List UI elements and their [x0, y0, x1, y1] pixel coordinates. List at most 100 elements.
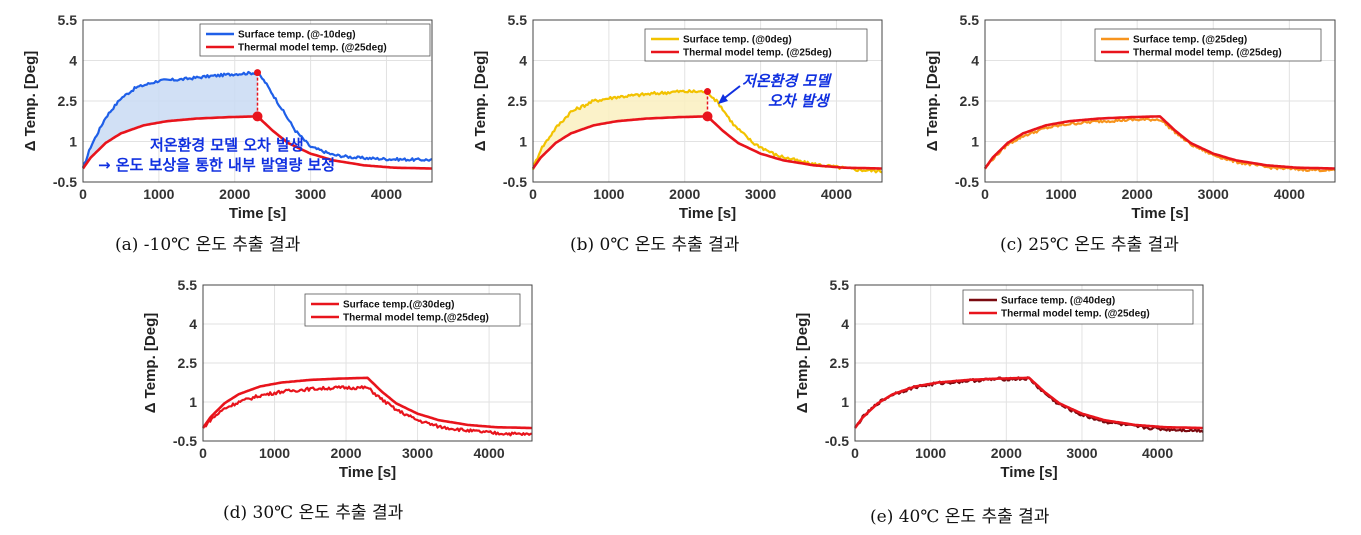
x-tick-label: 4000	[1274, 186, 1305, 202]
y-axis-label: Δ Temp. [Deg]	[472, 51, 489, 152]
x-tick-label: 4000	[821, 186, 852, 202]
x-tick-label: 2000	[991, 445, 1022, 461]
axes-box	[202, 284, 533, 442]
annotation-a-line1: 저온환경 모델 오차 발생	[150, 136, 304, 154]
series-line-surface	[984, 117, 1336, 173]
chart-panel-a: 0 1000 2000 3000 4000 -0.5 1 2.5 4 5.5 Time [s] Δ T…	[22, 12, 433, 222]
x-axis-label: Time [s]	[1000, 464, 1057, 481]
x-axis-label: Time [s]	[679, 205, 736, 222]
legend-box	[199, 23, 431, 57]
error-point-marker	[252, 111, 263, 122]
x-tick-label: 2000	[219, 186, 250, 202]
series-line-model	[201, 376, 532, 430]
x-tick-label: 2000	[1122, 186, 1153, 202]
legend: Surface temp. (@25deg) Thermal model temp…	[1094, 28, 1322, 62]
x-tick-label: 0	[851, 445, 859, 461]
legend-label: Surface temp. (@-10deg)	[238, 30, 356, 41]
x-tick-label: 4000	[371, 186, 402, 202]
y-tick-label: 4	[519, 53, 527, 69]
x-tick-label: 0	[529, 186, 537, 202]
y-axis-label: Δ Temp. [Deg]	[142, 313, 159, 414]
x-tick-label: 0	[79, 186, 87, 202]
legend-label: Thermal model temp. (@25deg)	[1001, 309, 1150, 320]
x-tick-label: 4000	[474, 445, 505, 461]
y-tick-label: 2.5	[58, 93, 78, 109]
x-tick-label: 0	[199, 445, 207, 461]
y-tick-label: -0.5	[503, 174, 527, 190]
legend-label: Thermal model temp. (@25deg)	[238, 43, 387, 54]
error-shade-area	[533, 91, 708, 169]
x-axis-label: Time [s]	[339, 464, 396, 481]
legend-label: Surface temp. (@25deg)	[1133, 35, 1247, 46]
error-point-marker	[702, 111, 713, 122]
annotation-b-line1: 저온환경 모델	[742, 72, 832, 90]
chart-panel-b: 0 1000 2000 3000 4000 -0.5 1 2.5 4 5.5 Time [s] Δ T…	[472, 12, 883, 222]
legend-box	[962, 289, 1194, 325]
x-tick-label: 1000	[915, 445, 946, 461]
caption-c: (c) 25℃ 온도 추출 결과	[1000, 235, 1179, 255]
series-line-model	[983, 115, 1335, 170]
chart-panel-e: 0 1000 2000 3000 4000 -0.5 1 2.5 4 5.5 Time [s] Δ T…	[794, 277, 1204, 481]
chart-panel-d: 0 1000 2000 3000 4000 -0.5 1 2.5 4 5.5 Time [s] Δ T…	[142, 277, 533, 481]
legend-label: Thermal model temp. (@25deg)	[1133, 48, 1282, 59]
legend: Surface temp. (@40deg) Thermal model temp…	[962, 289, 1194, 325]
y-tick-label: 4	[841, 316, 849, 332]
y-tick-label: 2.5	[178, 355, 198, 371]
legend-box	[304, 293, 521, 327]
x-tick-label: 3000	[1198, 186, 1229, 202]
y-tick-label: -0.5	[53, 174, 77, 190]
y-tick-label: 1	[69, 134, 77, 150]
y-tick-label: 5.5	[960, 12, 980, 28]
legend: Surface temp. (@-10deg) Thermal model tem…	[199, 23, 431, 57]
y-tick-label: 1	[841, 394, 849, 410]
x-tick-label: 1000	[259, 445, 290, 461]
y-tick-label: 5.5	[178, 277, 198, 293]
legend-label: Thermal model temp. (@25deg)	[683, 48, 832, 59]
y-tick-label: 5.5	[58, 12, 78, 28]
y-tick-label: 5.5	[508, 12, 528, 28]
legend-label: Surface temp. (@0deg)	[683, 35, 792, 46]
x-tick-label: 4000	[1142, 445, 1173, 461]
x-tick-label: 0	[981, 186, 989, 202]
x-tick-label: 1000	[593, 186, 624, 202]
x-tick-label: 3000	[402, 445, 433, 461]
legend-box	[1094, 28, 1322, 62]
y-tick-label: 2.5	[830, 355, 850, 371]
y-tick-label: 1	[519, 134, 527, 150]
y-tick-label: 5.5	[830, 277, 850, 293]
y-tick-label: 4	[69, 53, 77, 69]
x-tick-label: 1000	[143, 186, 174, 202]
caption-a: (a) -10℃ 온도 추출 결과	[115, 235, 301, 255]
legend: Surface temp.(@30deg) Thermal model temp.…	[304, 293, 521, 327]
x-tick-label: 3000	[745, 186, 776, 202]
x-tick-label: 2000	[669, 186, 700, 202]
x-tick-label: 2000	[330, 445, 361, 461]
caption-b: (b) 0℃ 온도 추출 결과	[570, 235, 740, 255]
annotation-a-line2: → 온도 보상을 통한 내부 발열량 보정	[98, 156, 335, 174]
caption-d: (d) 30℃ 온도 추출 결과	[223, 503, 404, 523]
y-axis-label: Δ Temp. [Deg]	[924, 51, 941, 152]
axes-box	[82, 19, 433, 183]
y-tick-label: -0.5	[955, 174, 979, 190]
y-tick-label: -0.5	[825, 433, 849, 449]
chart-panel-c: 0 1000 2000 3000 4000 -0.5 1 2.5 4 5.5 Time [s] Δ T…	[924, 12, 1336, 222]
x-tick-label: 3000	[1066, 445, 1097, 461]
legend-label: Surface temp. (@40deg)	[1001, 296, 1115, 307]
x-axis-label: Time [s]	[1131, 205, 1188, 222]
x-axis-label: Time [s]	[229, 205, 286, 222]
legend: Surface temp. (@0deg) Thermal model temp.…	[644, 28, 868, 62]
annotation-b-arrowhead	[718, 94, 728, 104]
y-tick-label: 1	[189, 394, 197, 410]
y-tick-label: 2.5	[508, 93, 528, 109]
series-line-surface	[202, 385, 533, 437]
y-tick-label: 1	[971, 134, 979, 150]
axes-box	[854, 284, 1204, 442]
y-axis-label: Δ Temp. [Deg]	[22, 51, 39, 152]
annotation-b-line2: 오차 발생	[768, 92, 831, 110]
x-tick-label: 3000	[295, 186, 326, 202]
axes-box	[532, 19, 883, 183]
legend-label: Surface temp.(@30deg)	[343, 300, 454, 311]
y-tick-label: 4	[189, 316, 197, 332]
y-tick-label: 4	[971, 53, 979, 69]
